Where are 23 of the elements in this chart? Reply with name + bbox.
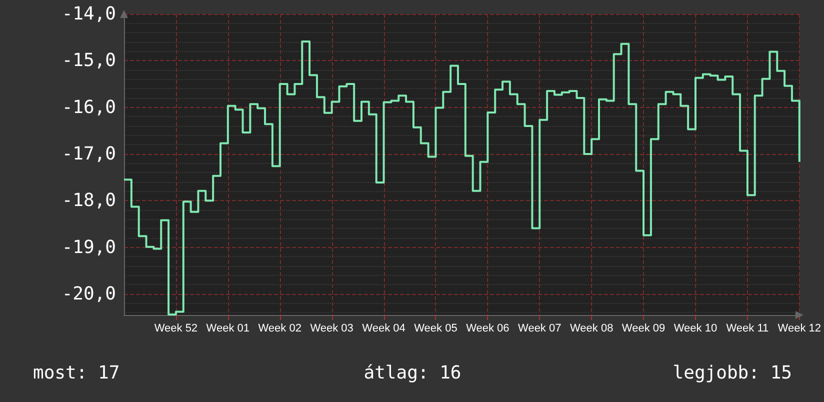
y-tick-label: -14,0 xyxy=(62,4,116,24)
x-tick-label: Week 52 xyxy=(154,322,198,334)
y-tick-label: -20,0 xyxy=(62,284,116,304)
x-tick-label: Week 06 xyxy=(466,322,510,334)
y-tick-label: -18,0 xyxy=(62,190,116,212)
y-tick-label: -19,0 xyxy=(62,236,116,258)
y-tick-label: -17,0 xyxy=(62,144,116,164)
x-tick-label: Week 10 xyxy=(674,322,718,334)
y-tick-label: -16,0 xyxy=(62,96,116,118)
x-tick-label: Week 11 xyxy=(726,322,769,334)
text: átlag: 16 xyxy=(364,362,462,384)
x-tick-label: Week 03 xyxy=(310,322,354,334)
text: legjobb: 15 xyxy=(672,362,792,384)
x-tick-label: Week 04 xyxy=(362,322,406,334)
x-tick-label: Week 09 xyxy=(622,322,666,334)
text: most: 17 xyxy=(33,362,120,384)
x-tick-label: Week 12 xyxy=(778,322,822,334)
x-tick-label: Week 07 xyxy=(518,322,562,334)
x-tick-label: Week 01 xyxy=(206,322,250,334)
x-tick-label: Week 08 xyxy=(570,322,614,334)
x-tick-label: Week 05 xyxy=(414,322,458,334)
y-tick-label: -15,0 xyxy=(62,50,116,72)
x-tick-label: Week 02 xyxy=(258,322,302,334)
